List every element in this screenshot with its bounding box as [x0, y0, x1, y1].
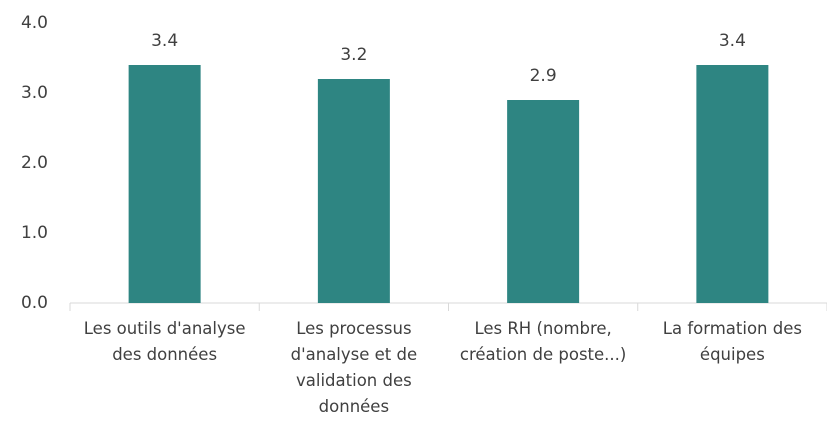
y-tick-label: 3.0 — [21, 83, 48, 103]
y-tick-label: 4.0 — [21, 13, 48, 33]
data-label: 3.4 — [151, 31, 178, 51]
bar — [128, 65, 201, 303]
y-tick-label: 0.0 — [21, 293, 48, 313]
bar — [317, 79, 390, 303]
bar — [507, 100, 580, 303]
y-tick-label: 1.0 — [21, 223, 48, 243]
data-label: 3.4 — [719, 31, 746, 51]
x-tick-label: La formation des équipes — [662, 319, 802, 364]
x-tick-label: Les processus d'analyse et de validation… — [290, 319, 418, 416]
x-tick-label: Les outils d'analyse des données — [83, 319, 246, 364]
y-tick-label: 2.0 — [21, 153, 48, 173]
x-tick-label: Les RH (nombre, création de poste...) — [459, 319, 627, 364]
data-label: 3.2 — [340, 45, 367, 65]
bar — [696, 65, 769, 303]
data-label: 2.9 — [530, 66, 557, 86]
